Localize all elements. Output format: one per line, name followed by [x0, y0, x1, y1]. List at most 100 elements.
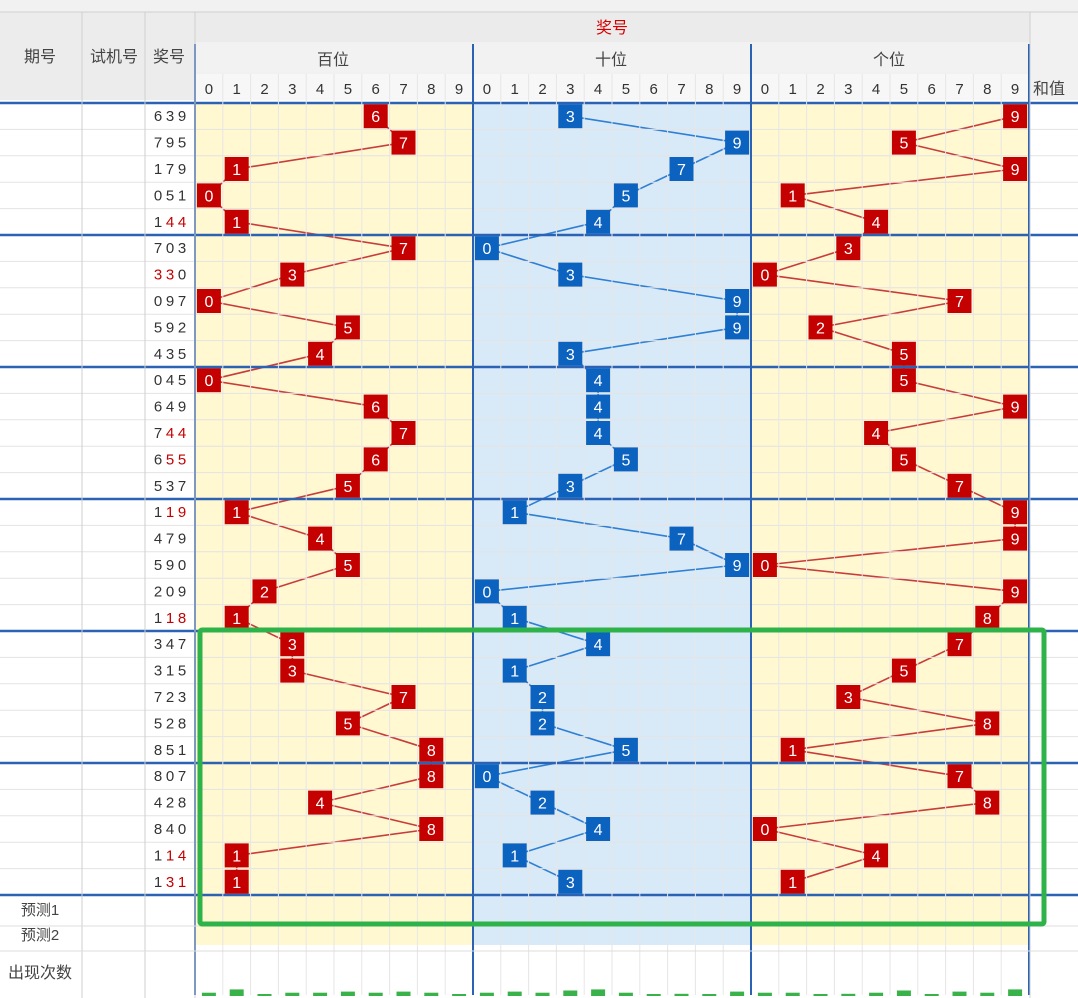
hit-mark [864, 209, 889, 234]
hit-mark-label: 3 [566, 109, 575, 126]
header-digit: 9 [733, 81, 741, 98]
award-digit: 2 [178, 319, 186, 336]
hit-mark [391, 421, 416, 445]
header-digit: 6 [650, 81, 658, 98]
hit-mark [224, 209, 249, 234]
award-digit: 9 [166, 557, 174, 574]
award-digit: 3 [154, 663, 162, 680]
award-digit: 7 [178, 293, 186, 310]
hit-mark-label: 9 [733, 558, 742, 575]
count-bar [869, 992, 884, 996]
hit-mark-label: 4 [594, 215, 603, 232]
award-digit: 1 [154, 610, 162, 627]
count-bar [757, 992, 772, 996]
hit-mark-label: 0 [204, 373, 213, 390]
hit-mark [725, 315, 750, 340]
count-bar [257, 994, 272, 996]
award-digit: 0 [166, 240, 174, 257]
award-digit: 1 [166, 847, 174, 864]
hit-mark-label: 9 [733, 136, 742, 153]
hit-mark [613, 737, 638, 762]
hit-mark-label: 9 [1011, 109, 1020, 126]
hit-mark [586, 632, 611, 657]
hit-mark [474, 764, 499, 789]
hit-mark-label: 5 [621, 743, 630, 760]
header-digit: 1 [233, 81, 241, 98]
header-digit: 2 [816, 81, 824, 98]
hit-mark [502, 658, 527, 683]
header-digit: 4 [872, 81, 880, 98]
count-bar [340, 991, 355, 996]
header-group-hundreds: 百位 [317, 51, 349, 69]
highlight-box [197, 627, 1047, 927]
hit-mark-label: 0 [760, 558, 769, 575]
count-bar [896, 990, 911, 996]
award-digit: 8 [154, 742, 162, 759]
award-digit: 5 [166, 451, 174, 468]
award-digit: 3 [154, 636, 162, 653]
award-digit: 1 [154, 504, 162, 521]
hit-mark [725, 553, 750, 577]
hit-mark [224, 843, 249, 868]
hit-mark [419, 817, 444, 841]
left-header-panel [0, 12, 195, 100]
hit-mark-label: 1 [510, 611, 519, 628]
hit-mark-label: 3 [288, 637, 297, 654]
hit-mark [780, 183, 805, 208]
award-digit: 5 [178, 135, 186, 152]
hit-mark [419, 737, 444, 762]
hit-mark [613, 183, 638, 208]
hit-mark-label: 1 [510, 848, 519, 865]
header-digit: 3 [288, 81, 296, 98]
hit-mark-label: 1 [232, 875, 241, 892]
hit-mark [530, 790, 555, 815]
hit-mark [947, 764, 972, 789]
hit-mark-label: 5 [899, 452, 908, 469]
hit-mark [558, 473, 583, 498]
hit-mark-label: 3 [566, 875, 575, 892]
hit-marks: 6 3 9 7 9 5 1 7 9 0 5 1 1 4 4 7 0 3 3 3 0 0 9 7 5 9 2 4 3 5 0 4 5 6 4 9 7 4 4 6… [196, 104, 1028, 894]
award-digit: 8 [154, 821, 162, 838]
hit-mark-label: 4 [594, 637, 603, 654]
hit-mark-label: 8 [427, 822, 436, 839]
hit-mark [864, 421, 889, 445]
header-digit: 0 [483, 81, 491, 98]
award-digit: 0 [178, 821, 186, 838]
award-digit: 2 [166, 715, 174, 732]
hit-mark-label: 1 [788, 743, 797, 760]
hit-mark [752, 262, 777, 287]
award-digit: 1 [178, 874, 186, 891]
award-digit: 7 [166, 531, 174, 548]
hit-mark [669, 526, 694, 551]
award-digit: 0 [154, 187, 162, 204]
count-bar [535, 992, 550, 996]
award-digit: 9 [166, 293, 174, 310]
award-digit: 8 [178, 795, 186, 812]
hit-mark [280, 632, 305, 657]
award-digit: 9 [178, 531, 186, 548]
award-digit: 7 [154, 425, 162, 442]
hit-mark-label: 5 [621, 452, 630, 469]
hit-mark [196, 183, 221, 208]
hit-mark [308, 790, 333, 815]
hit-mark-label: 8 [427, 743, 436, 760]
hit-mark-label: 9 [733, 320, 742, 337]
award-digit: 3 [178, 689, 186, 706]
award-digit: 7 [178, 768, 186, 785]
hit-mark-label: 0 [760, 268, 769, 285]
hit-mark-label: 5 [343, 716, 352, 733]
award-digit: 1 [154, 847, 162, 864]
hit-mark [196, 368, 221, 393]
hit-mark-label: 7 [399, 690, 408, 707]
award-digit: 4 [178, 847, 186, 864]
hit-mark [947, 632, 972, 657]
hit-mark-label: 4 [594, 400, 603, 417]
hit-mark [586, 368, 611, 393]
hit-mark [891, 341, 916, 366]
hit-mark [224, 869, 249, 894]
hit-mark-label: 5 [621, 188, 630, 205]
count-bar [368, 992, 383, 996]
header-digit: 9 [1011, 81, 1019, 98]
hit-mark-label: 0 [482, 584, 491, 601]
hit-mark-label: 2 [538, 796, 547, 813]
